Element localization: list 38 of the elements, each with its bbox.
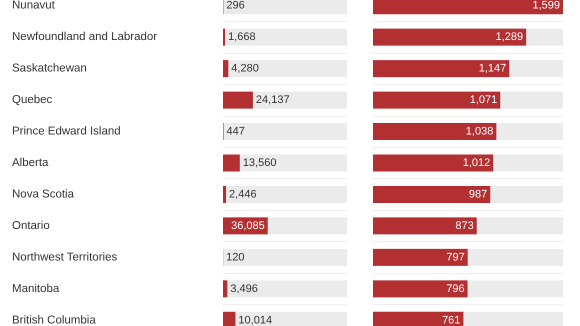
bar [223, 154, 240, 172]
y-tick-label: Alberta [12, 157, 50, 169]
data-label: 1,668 [228, 31, 256, 44]
bar [223, 280, 228, 298]
data-label: 13,560 [242, 157, 276, 169]
data-label: 796 [446, 282, 465, 295]
y-tick-label: British Columbia [12, 314, 96, 326]
data-label: 10,014 [238, 314, 272, 326]
y-tick-label: Nova Scotia [12, 188, 75, 200]
y-tick-label: Ontario [12, 220, 50, 232]
data-label: 1,599 [532, 0, 560, 12]
data-label: 120 [226, 251, 245, 264]
data-label: 1,038 [466, 126, 494, 138]
data-label: 797 [446, 251, 465, 264]
data-label: 873 [455, 220, 474, 232]
data-label: 3,496 [230, 282, 258, 295]
bar [223, 92, 253, 109]
y-tick-label: Quebec [12, 94, 53, 106]
data-label: 447 [226, 126, 245, 138]
data-label: 2,446 [229, 188, 257, 200]
data-label: 4,280 [231, 62, 259, 75]
data-label: 36,085 [231, 220, 265, 232]
data-label: 1,147 [478, 62, 506, 75]
data-label: 1,012 [462, 157, 490, 169]
data-label: 987 [468, 188, 488, 200]
bar [223, 186, 226, 203]
data-label: 1,071 [470, 94, 498, 106]
y-tick-label: Northwest Territories [12, 251, 118, 264]
data-label: 1,289 [496, 31, 524, 44]
data-label: 296 [226, 0, 245, 12]
y-tick-label: Nunavut [12, 0, 56, 12]
y-tick-label: Prince Edward Island [12, 126, 121, 138]
y-tick-label: Saskatchewan [12, 62, 87, 75]
data-label: 24,137 [256, 94, 290, 106]
data-label: 761 [442, 314, 460, 326]
y-tick-label: Newfoundland and Labrador [12, 31, 158, 44]
bar [223, 60, 228, 78]
y-tick-label: Manitoba [12, 282, 60, 295]
